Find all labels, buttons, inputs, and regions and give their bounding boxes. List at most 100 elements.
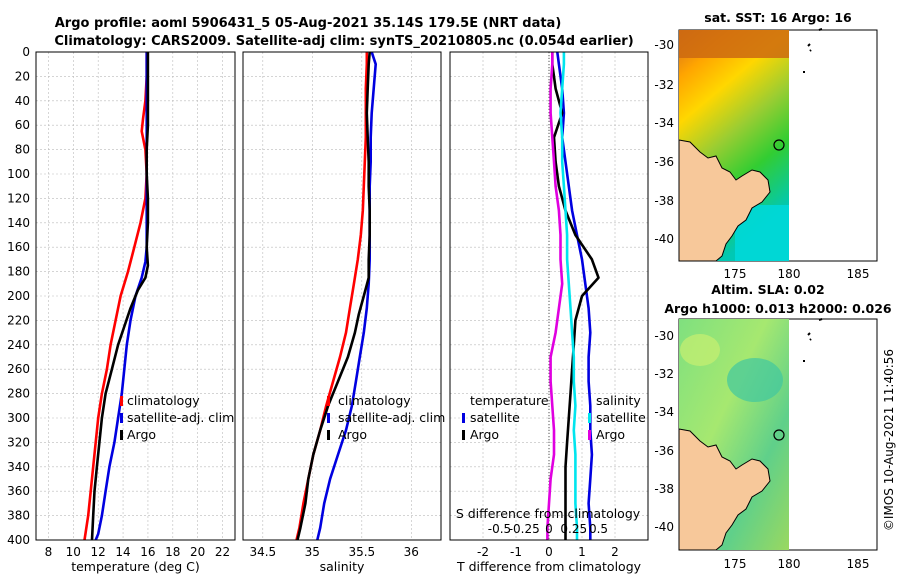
x-tick-label: 10 [66, 545, 81, 559]
sst-map: sat. SST: 16 Argo: 16 175 180 185 -30 -3… [654, 10, 878, 281]
y-tick-label: 120 [7, 191, 30, 205]
x-tick-label: 22 [215, 545, 230, 559]
argo-location-marker [773, 139, 785, 151]
legend-s-satellite: satellite [596, 410, 646, 425]
salinity-series [295, 51, 378, 541]
sst-lat-ticks: -30 -32 -34 -36 -38 -40 [654, 38, 674, 246]
x-tick-label: -2 [477, 545, 489, 559]
x-tick-label: 2 [611, 545, 619, 559]
y-tick-label: 80 [15, 143, 30, 157]
sla-map-title-2: Argo h1000: 0.013 h2000: 0.026 [664, 301, 892, 316]
difference-series [546, 51, 600, 540]
y-tick-label: 20 [15, 69, 30, 83]
y-tick-label: 100 [7, 167, 30, 181]
lat-tick: -36 [654, 155, 674, 169]
lat-tick: -30 [654, 329, 674, 343]
legend-swatch-s-argo [588, 430, 591, 440]
sla-map: Altim. SLA: 0.02 Argo h1000: 0.013 h2000… [654, 282, 892, 571]
series-t-argo [550, 52, 600, 540]
legend-t-satellite: satellite [470, 410, 520, 425]
y-tick-label: 340 [7, 460, 30, 474]
temperature-xlabel: temperature (deg C) [71, 559, 200, 574]
legend-swatch-t-satellite [462, 413, 465, 423]
sla-high-patch [680, 334, 720, 366]
difference-frame [449, 51, 649, 541]
sst-map-title: sat. SST: 16 Argo: 16 [704, 10, 852, 25]
y-tick-label: 220 [7, 313, 30, 327]
y-tick-label: 300 [7, 411, 30, 425]
lat-tick: -36 [654, 444, 674, 458]
title-line-2: Climatology: CARS2009. Satellite-adj cli… [54, 34, 633, 49]
temperature-panel: 0 20 40 60 80 100 120 140 160 180 200 220 240 260 280 3… [7, 45, 236, 574]
legend-temperature: temperature [470, 393, 549, 408]
difference-legend-salinity: salinity satellite Argo [588, 393, 646, 442]
y-tick-label: 280 [7, 387, 30, 401]
s-tick-label: -0.25 [509, 522, 540, 536]
y-tick-label: 0 [22, 45, 30, 59]
salinity-x-ticks: 34.5 35 35.5 36 [249, 545, 419, 559]
legend-swatch-satellite [120, 413, 123, 423]
series-s-satellite [546, 52, 564, 540]
legend-swatch-s-satellite [588, 413, 591, 423]
legend-satellite: satellite-adj. clim [338, 410, 445, 425]
legend-swatch-satellite [327, 413, 330, 423]
legend-s-argo: Argo [596, 427, 625, 442]
temperature-x-ticks: 8 10 12 14 16 18 20 22 [45, 545, 231, 559]
series-t-satellite [556, 51, 594, 540]
lat-tick: -40 [654, 520, 674, 534]
kermadec-islands [803, 28, 823, 73]
kermadec-islands [803, 318, 823, 362]
legend-swatch-climatology [327, 396, 330, 406]
lat-tick: -30 [654, 38, 674, 52]
x-tick-label: 1 [578, 545, 586, 559]
s-tick-label: -0.5 [488, 522, 511, 536]
s-tick-label: 0.5 [589, 522, 608, 536]
y-tick-label: 360 [7, 484, 30, 498]
legend-t-argo: Argo [470, 427, 499, 442]
lat-tick: -40 [654, 232, 674, 246]
y-tick-label: 200 [7, 289, 30, 303]
x-tick-label: 16 [140, 545, 155, 559]
legend-argo: Argo [338, 427, 367, 442]
legend-argo: Argo [127, 427, 156, 442]
y-tick-label: 320 [7, 435, 30, 449]
series-satellite-adj-clim [316, 51, 378, 541]
lat-tick: -38 [654, 482, 674, 496]
temperature-legend: climatology satellite-adj. clim Argo [120, 393, 234, 442]
y-tick-label: 380 [7, 509, 30, 523]
y-tick-label: 240 [7, 338, 30, 352]
series-argo [296, 51, 372, 541]
s-tick-label: 0 [545, 522, 553, 536]
difference-panel: -2 -1 0 1 2 T difference from climatology S … [449, 51, 649, 574]
x-tick-label: 34.5 [249, 545, 276, 559]
x-tick-label: 14 [115, 545, 130, 559]
temperature-series [83, 52, 150, 541]
sla-lat-ticks: -30 -32 -34 -36 -38 -40 [654, 329, 674, 534]
s-difference-label: S difference from climatology [456, 506, 641, 521]
series-climatology [83, 52, 148, 541]
y-tick-labels: 0 20 40 60 80 100 120 140 160 180 200 220 240 260 280 3… [7, 45, 30, 547]
salinity-panel: 34.5 35 35.5 36 salinity climatology satell… [242, 51, 445, 574]
x-tick-label: -1 [510, 545, 522, 559]
sla-map-title-1: Altim. SLA: 0.02 [711, 282, 824, 297]
legend-swatch-climatology [120, 396, 123, 406]
salinity-frame [242, 51, 442, 541]
y-tick-label: 140 [7, 216, 30, 230]
lon-tick: 180 [778, 557, 801, 571]
lat-tick: -34 [654, 405, 674, 419]
argo-location-marker [773, 429, 785, 441]
difference-legend-temperature: temperature satellite Argo [462, 393, 549, 442]
lat-tick: -34 [654, 116, 674, 130]
lon-tick: 175 [724, 557, 747, 571]
legend-swatch-argo [120, 430, 123, 440]
sst-lon-ticks: 175 180 185 [724, 267, 870, 281]
x-tick-label: 35.5 [348, 545, 375, 559]
x-tick-label: 20 [190, 545, 205, 559]
x-tick-label: 18 [165, 545, 180, 559]
new-zealand-landmass [679, 428, 771, 550]
salinity-grid [243, 51, 441, 541]
new-zealand-landmass [679, 139, 771, 261]
sla-low-patch [727, 358, 783, 402]
x-tick-label: 8 [45, 545, 53, 559]
